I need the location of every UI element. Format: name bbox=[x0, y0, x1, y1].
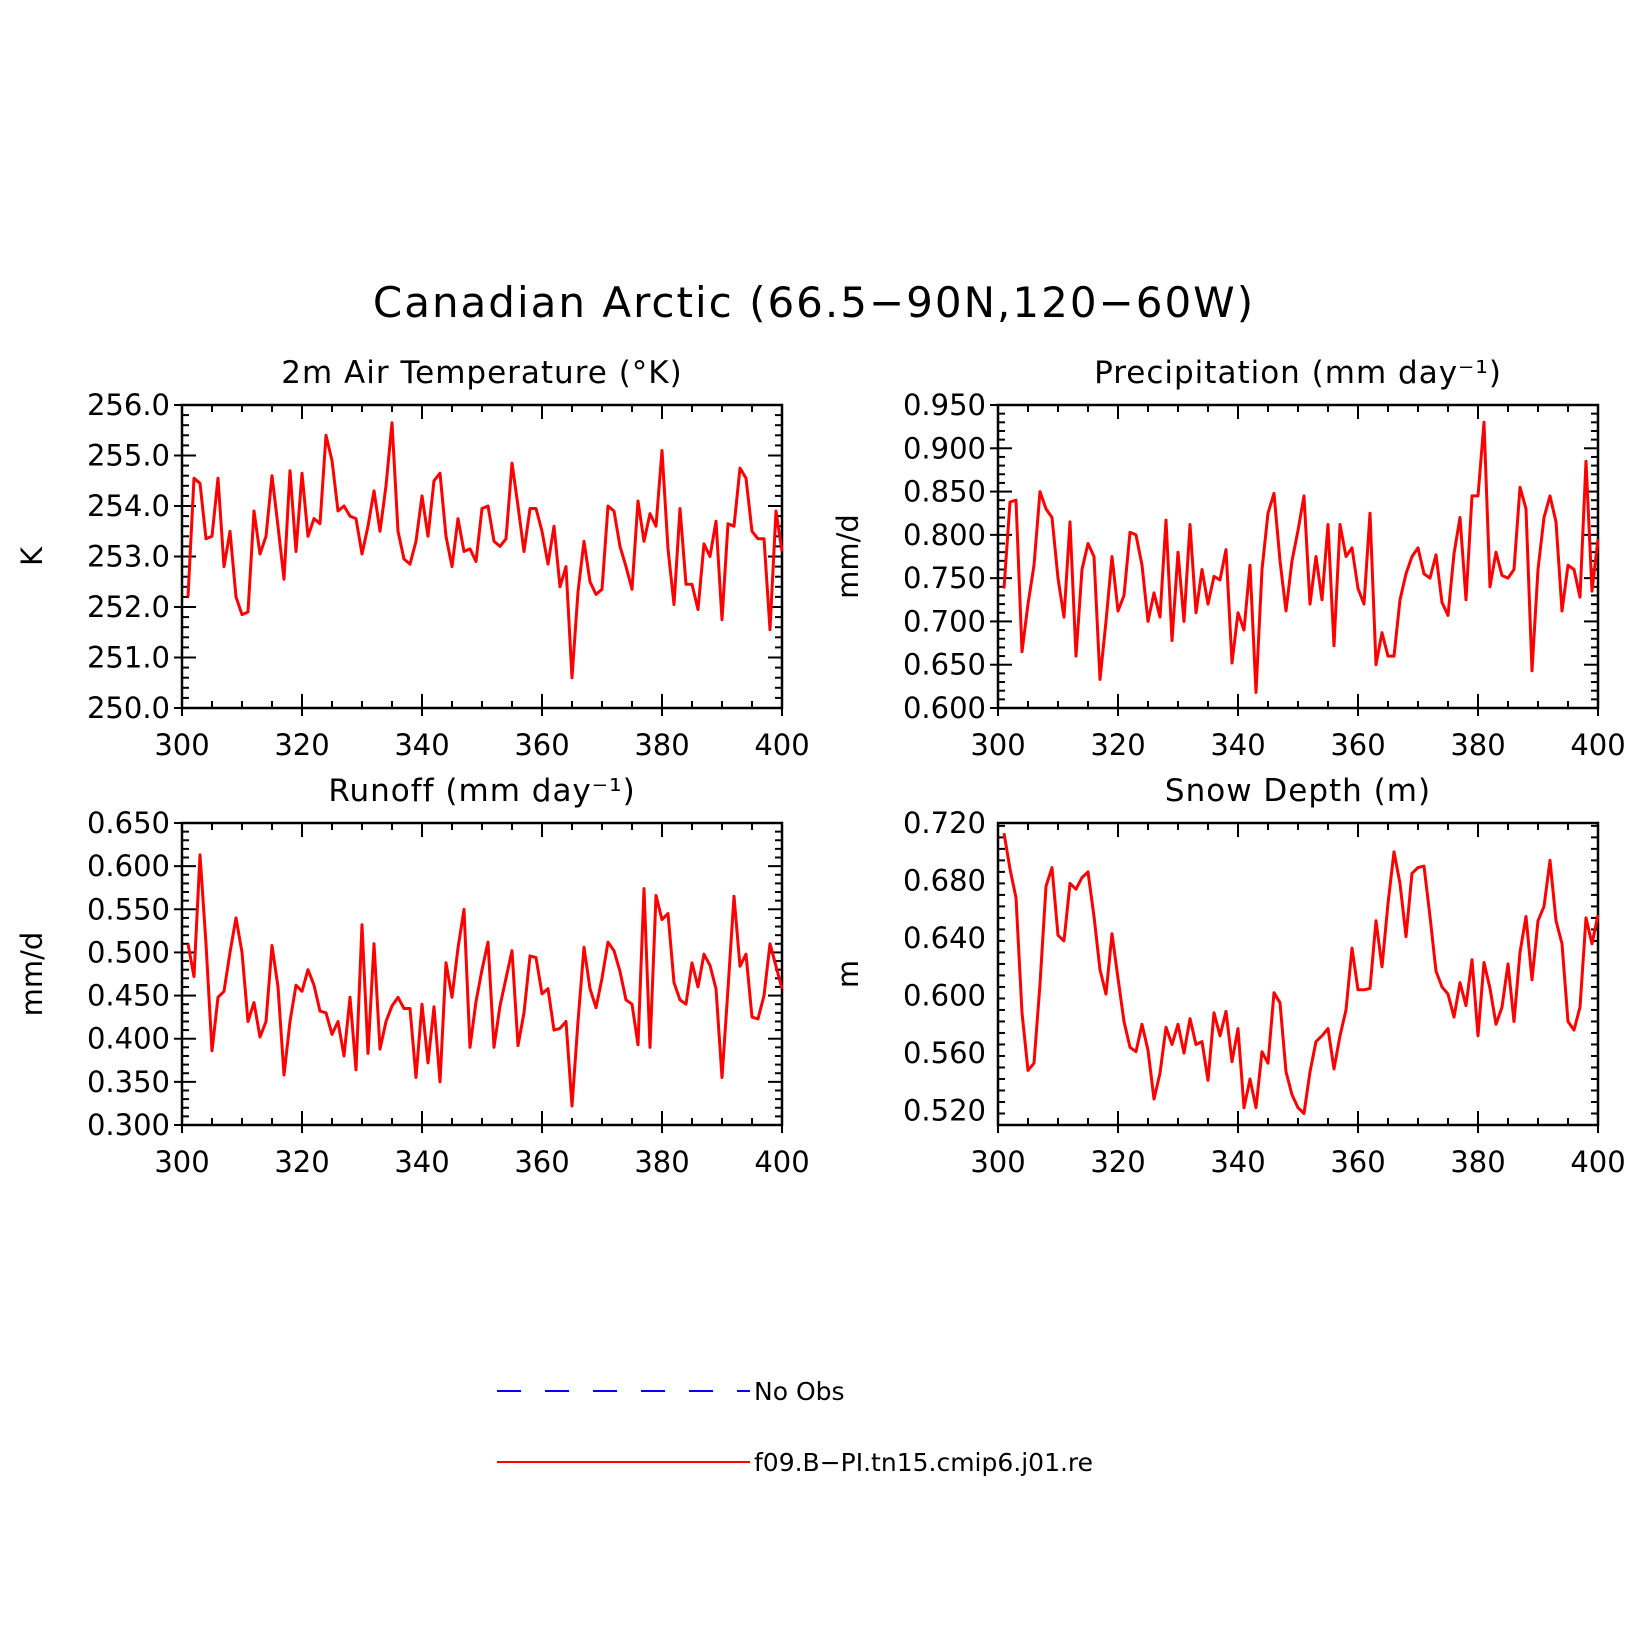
series-line bbox=[186, 421, 784, 680]
legend-label: No Obs bbox=[754, 1377, 845, 1406]
x-tick-label: 380 bbox=[1450, 728, 1505, 762]
temperature-panel: 2m Air Temperature (°K) 300 320 340 360 380 40… bbox=[15, 355, 810, 762]
y-tick-label: 0.350 bbox=[87, 1065, 170, 1099]
x-tick-label: 380 bbox=[634, 728, 689, 762]
x-tick-label: 340 bbox=[1210, 728, 1265, 762]
x-tick-label: 400 bbox=[754, 728, 809, 762]
precipitation-panel: Precipitation (mm day⁻¹) 300 320 340 360 380 4… bbox=[831, 355, 1626, 762]
y-tick-label: 255.0 bbox=[87, 439, 170, 473]
y-tick-label: 0.900 bbox=[903, 431, 986, 465]
panel-title: 2m Air Temperature (°K) bbox=[281, 355, 682, 391]
y-tick-label: 0.550 bbox=[87, 892, 170, 926]
y-tick-label: 0.600 bbox=[87, 849, 170, 883]
y-tick-label: 0.450 bbox=[87, 979, 170, 1013]
plot-frame bbox=[996, 403, 1600, 710]
y-tick-label: 253.0 bbox=[87, 540, 170, 574]
y-axis-label: m bbox=[831, 960, 865, 988]
x-tick-label: 320 bbox=[274, 728, 329, 762]
x-tick-label: 400 bbox=[1570, 728, 1625, 762]
y-tick-label: 0.800 bbox=[903, 518, 986, 552]
y-axis-label: mm/d bbox=[831, 514, 865, 599]
y-tick-label: 254.0 bbox=[87, 489, 170, 523]
panel-title: Snow Depth (m) bbox=[1165, 773, 1431, 809]
y-tick-label: 0.640 bbox=[903, 921, 986, 955]
x-tick-label: 340 bbox=[394, 728, 449, 762]
runoff-panel: Runoff (mm day⁻¹) 300 320 340 360 380 400 0.300… bbox=[15, 773, 810, 1179]
x-tick-label: 360 bbox=[1330, 728, 1385, 762]
legend: No Obs f09.B−PI.tn15.cmip6.j01.re bbox=[497, 1377, 1093, 1477]
series-line bbox=[1002, 832, 1600, 1115]
y-tick-label: 0.680 bbox=[903, 864, 986, 898]
plot-frame bbox=[180, 403, 784, 710]
y-axis-label: K bbox=[15, 546, 49, 566]
y-tick-label: 0.600 bbox=[903, 691, 986, 725]
y-tick-label: 0.600 bbox=[903, 979, 986, 1013]
x-tick-label: 320 bbox=[274, 1145, 329, 1179]
x-tick-label: 340 bbox=[1210, 1145, 1265, 1179]
series-line bbox=[186, 853, 784, 1108]
x-tick-label: 300 bbox=[154, 1145, 209, 1179]
x-tick-label: 380 bbox=[1450, 1145, 1505, 1179]
x-tick-label: 400 bbox=[754, 1145, 809, 1179]
y-tick-label: 252.0 bbox=[87, 590, 170, 624]
x-tick-label: 320 bbox=[1090, 728, 1145, 762]
legend-label: f09.B−PI.tn15.cmip6.j01.re bbox=[754, 1448, 1093, 1477]
x-tick-label: 380 bbox=[634, 1145, 689, 1179]
x-tick-label: 300 bbox=[970, 1145, 1025, 1179]
x-tick-label: 320 bbox=[1090, 1145, 1145, 1179]
y-tick-label: 251.0 bbox=[87, 641, 170, 675]
y-axis-label: mm/d bbox=[15, 932, 49, 1017]
y-tick-label: 0.950 bbox=[903, 388, 986, 422]
panel-title: Runoff (mm day⁻¹) bbox=[328, 773, 635, 809]
series-line bbox=[1002, 420, 1600, 694]
y-tick-label: 256.0 bbox=[87, 388, 170, 422]
figure-title: Canadian Arctic (66.5−90N,120−60W) bbox=[373, 278, 1255, 327]
y-tick-label: 0.750 bbox=[903, 561, 986, 595]
y-tick-label: 0.700 bbox=[903, 604, 986, 638]
x-tick-label: 300 bbox=[154, 728, 209, 762]
y-tick-label: 0.400 bbox=[87, 1022, 170, 1056]
y-tick-label: 0.720 bbox=[903, 806, 986, 840]
y-tick-label: 0.850 bbox=[903, 475, 986, 509]
y-tick-label: 0.500 bbox=[87, 935, 170, 969]
x-tick-label: 360 bbox=[514, 1145, 569, 1179]
y-tick-label: 0.300 bbox=[87, 1108, 170, 1142]
y-tick-label: 0.650 bbox=[903, 648, 986, 682]
x-tick-label: 300 bbox=[970, 728, 1025, 762]
x-tick-label: 360 bbox=[514, 728, 569, 762]
x-tick-label: 400 bbox=[1570, 1145, 1625, 1179]
y-tick-label: 0.520 bbox=[903, 1094, 986, 1128]
panel-title: Precipitation (mm day⁻¹) bbox=[1094, 355, 1502, 391]
x-tick-label: 340 bbox=[394, 1145, 449, 1179]
y-tick-label: 250.0 bbox=[87, 691, 170, 725]
x-tick-label: 360 bbox=[1330, 1145, 1385, 1179]
y-tick-label: 0.560 bbox=[903, 1036, 986, 1070]
y-tick-label: 0.650 bbox=[87, 806, 170, 840]
snow-depth-panel: Snow Depth (m) 300 320 340 360 380 400 0.520 0.5… bbox=[831, 773, 1626, 1179]
